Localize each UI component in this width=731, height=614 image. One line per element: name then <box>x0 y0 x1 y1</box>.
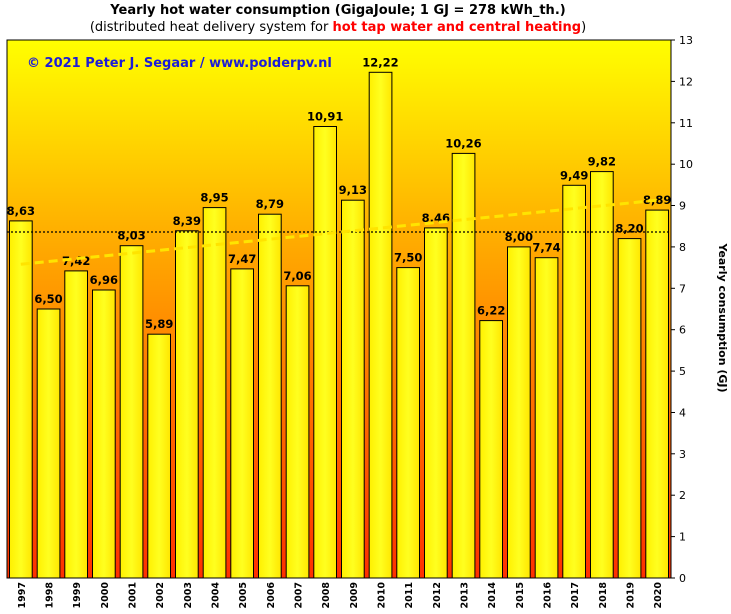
y-tick-label-9: 9 <box>679 200 686 213</box>
bar-2019 <box>617 238 642 579</box>
bar-2003 <box>175 230 199 579</box>
value-label-2001: 8,03 <box>117 229 145 243</box>
bar-2010 <box>368 71 393 579</box>
subtitle-suffix: ) <box>581 20 586 35</box>
y-tick-label-8: 8 <box>679 241 686 254</box>
bar-2001 <box>119 245 144 579</box>
x-tick-label-2007: 2007 <box>294 582 305 608</box>
bar-2007 <box>285 285 310 579</box>
x-tick-label-2001: 2001 <box>128 582 139 608</box>
bar-2011 <box>396 267 420 579</box>
value-label-1997: 8,63 <box>7 204 35 218</box>
bar-2000 <box>92 289 116 579</box>
y-tick-label-10: 10 <box>679 158 693 171</box>
trend-line <box>20 198 658 266</box>
x-tick-label-2009: 2009 <box>349 582 360 608</box>
bar-2008 <box>313 126 337 579</box>
value-label-1998: 6,50 <box>34 292 62 306</box>
value-label-2016: 7,74 <box>532 241 560 255</box>
x-tick-label-2015: 2015 <box>515 582 526 608</box>
bar-2017 <box>562 184 586 579</box>
x-tick-label-2020: 2020 <box>653 582 664 609</box>
subtitle-highlight: hot tap water and central heating <box>332 20 581 35</box>
x-tick-label-2014: 2014 <box>487 582 498 609</box>
value-label-2008: 10,91 <box>307 110 343 124</box>
x-tick-label-1999: 1999 <box>72 582 83 608</box>
x-tick-labels-layer: 1997 1998 1999 2000 2001 2002 2003 2004 2005 2006… <box>17 582 664 609</box>
y-tick-label-4: 4 <box>679 407 686 420</box>
y-tick-label-12: 12 <box>679 75 693 88</box>
chart-subtitle: (distributed heat delivery system for ho… <box>90 20 586 35</box>
value-label-2019: 8,20 <box>615 222 643 236</box>
bar-2004 <box>202 207 227 579</box>
x-tick-label-2003: 2003 <box>183 582 194 608</box>
value-label-2002: 5,89 <box>145 317 173 331</box>
bar-2015 <box>507 246 531 579</box>
y-tick-label-2: 2 <box>679 489 686 502</box>
x-tick-label-2005: 2005 <box>238 582 249 608</box>
x-tick-label-2011: 2011 <box>404 582 415 608</box>
value-label-2013: 10,26 <box>445 136 481 150</box>
x-tick-label-2008: 2008 <box>321 582 332 609</box>
value-label-2009: 9,13 <box>339 183 367 197</box>
value-label-2004: 8,95 <box>200 191 228 205</box>
value-label-2006: 8,79 <box>256 197 284 211</box>
plot-background <box>6 39 672 579</box>
x-tick-label-2012: 2012 <box>432 582 443 608</box>
y-tick-label-5: 5 <box>679 365 686 378</box>
x-tick-label-2000: 2000 <box>100 582 111 609</box>
bar-2016 <box>534 257 559 579</box>
value-label-2007: 7,06 <box>283 269 311 283</box>
bar-2002 <box>147 333 172 579</box>
bar-2005 <box>230 268 255 579</box>
y-tick-label-11: 11 <box>679 117 693 130</box>
y-tick-label-7: 7 <box>679 282 686 295</box>
value-label-2020: 8,89 <box>643 193 671 207</box>
value-label-2015: 8,00 <box>505 230 533 244</box>
bar-2014 <box>479 320 503 579</box>
bar-2018 <box>590 171 614 579</box>
value-label-2000: 6,96 <box>90 273 118 287</box>
x-tick-label-2019: 2019 <box>626 582 637 608</box>
value-label-2011: 7,50 <box>394 251 422 265</box>
bars-layer <box>9 71 669 579</box>
bar-2006 <box>258 213 282 579</box>
value-label-2003: 8,39 <box>173 214 201 228</box>
bar-2020 <box>645 209 669 579</box>
x-tick-label-1998: 1998 <box>45 582 56 609</box>
copyright-text: © 2021 Peter J. Segaar / www.polderpv.nl <box>27 56 332 71</box>
x-tick-label-2004: 2004 <box>211 582 222 609</box>
chart-title: Yearly hot water consumption (GigaJoule;… <box>109 3 565 18</box>
bar-2009 <box>341 199 365 579</box>
y-tick-label-1: 1 <box>679 531 686 544</box>
value-label-2018: 9,82 <box>588 155 616 169</box>
subtitle-prefix: (distributed heat delivery system for <box>90 20 333 35</box>
y-tick-label-6: 6 <box>679 324 686 337</box>
x-tick-label-2018: 2018 <box>598 582 609 609</box>
bar-2013 <box>451 152 476 579</box>
bar-1997 <box>9 220 33 579</box>
x-tick-label-2010: 2010 <box>377 582 388 609</box>
bar-2012 <box>424 227 448 579</box>
x-tick-label-2006: 2006 <box>266 582 277 609</box>
x-tick-label-2013: 2013 <box>460 582 471 608</box>
x-tick-label-2016: 2016 <box>543 582 554 609</box>
value-label-2014: 6,22 <box>477 304 505 318</box>
bar-1998 <box>36 308 61 579</box>
value-label-2010: 12,22 <box>362 55 398 69</box>
x-tick-label-2017: 2017 <box>570 582 581 608</box>
y-tick-label-3: 3 <box>679 448 686 461</box>
y-axis-label: Yearly consumption (GJ) <box>716 242 729 392</box>
value-label-2017: 9,49 <box>560 168 588 182</box>
bar-1999 <box>64 270 89 579</box>
value-label-2005: 7,47 <box>228 252 256 266</box>
x-tick-label-1997: 1997 <box>17 582 28 608</box>
y-tick-label-0: 0 <box>679 572 686 585</box>
y-tick-label-13: 13 <box>679 34 693 47</box>
x-tick-label-2002: 2002 <box>155 582 166 608</box>
